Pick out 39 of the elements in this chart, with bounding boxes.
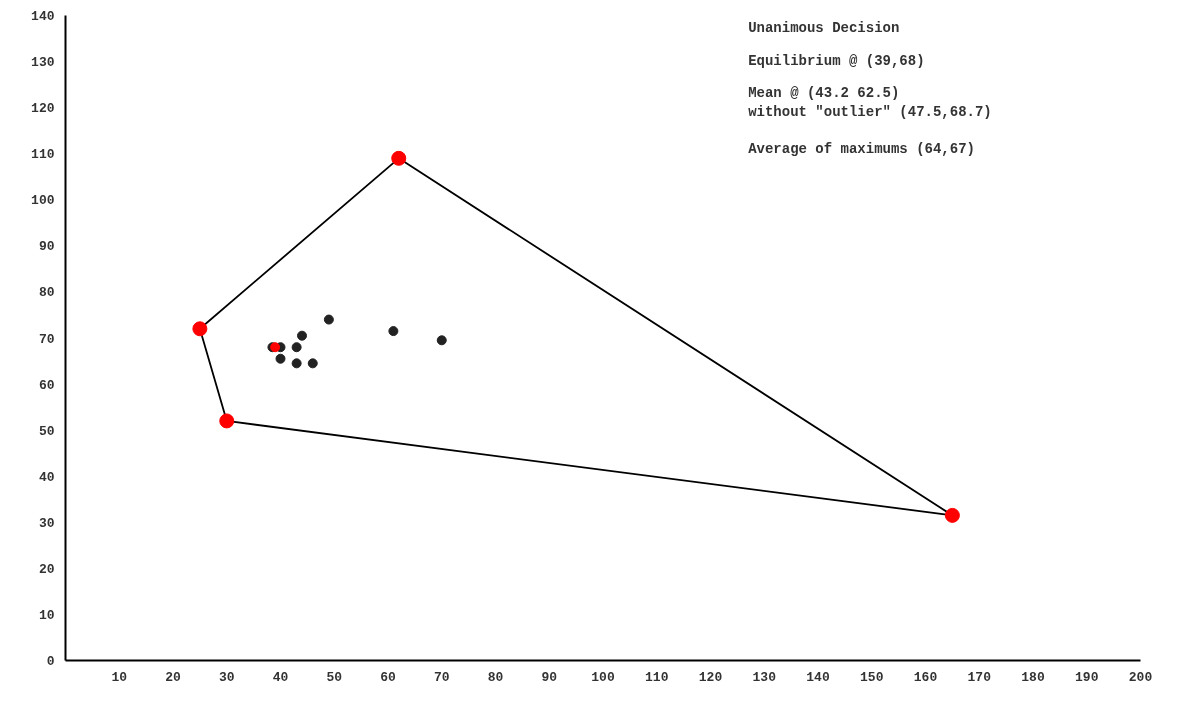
x-tick-label: 30 — [218, 669, 235, 685]
x-tick-label: 50 — [326, 669, 343, 685]
y-tick-label: 10 — [38, 607, 55, 623]
x-tick-label: 80 — [487, 669, 504, 685]
y-tick-label: 70 — [38, 331, 55, 347]
annotation: Mean @ (43.2 62.5) without "outlier" (47.5,68.7) — [748, 85, 992, 121]
x-tick-label: 10 — [111, 669, 128, 685]
x-tick-label: 190 — [1075, 669, 1099, 685]
x-tick-label: 40 — [272, 669, 289, 685]
y-tick-label: 60 — [38, 377, 55, 393]
x-tick-label: 100 — [591, 669, 615, 685]
x-tick-label: 90 — [541, 669, 558, 685]
x-tick-label: 120 — [698, 669, 723, 685]
x-tick-label: 60 — [380, 669, 396, 685]
annotation: Unanimous Decision — [748, 20, 900, 37]
annotation: Equilibrium @ (39,68) — [748, 52, 925, 69]
y-tick-label: 110 — [31, 147, 55, 163]
x-tick-label: 160 — [913, 669, 938, 685]
x-tick-label: 170 — [967, 669, 992, 685]
x-tick-label: 70 — [433, 669, 450, 685]
x-tick-label: 140 — [806, 669, 830, 685]
x-tick-label: 130 — [752, 669, 777, 685]
x-tick-label: 110 — [645, 669, 669, 685]
y-tick-label: 30 — [38, 515, 55, 531]
x-tick-label: 20 — [165, 669, 181, 685]
y-tick-label: 0 — [46, 654, 55, 669]
y-tick-label: 50 — [38, 423, 55, 439]
y-tick-label: 20 — [38, 561, 55, 577]
x-tick-label: 180 — [1021, 669, 1045, 685]
y-tick-label: 40 — [38, 469, 55, 485]
x-tick-label: 150 — [860, 669, 884, 685]
annotation: Average of maximums (64,67) — [748, 140, 975, 157]
x-tick-label: 200 — [1128, 669, 1153, 685]
y-tick-label: 140 — [31, 9, 55, 24]
y-tick-label: 130 — [31, 55, 55, 71]
y-tick-label: 100 — [31, 193, 55, 209]
y-tick-label: 120 — [31, 101, 55, 117]
y-tick-label: 80 — [38, 285, 55, 301]
y-tick-label: 90 — [38, 239, 55, 255]
